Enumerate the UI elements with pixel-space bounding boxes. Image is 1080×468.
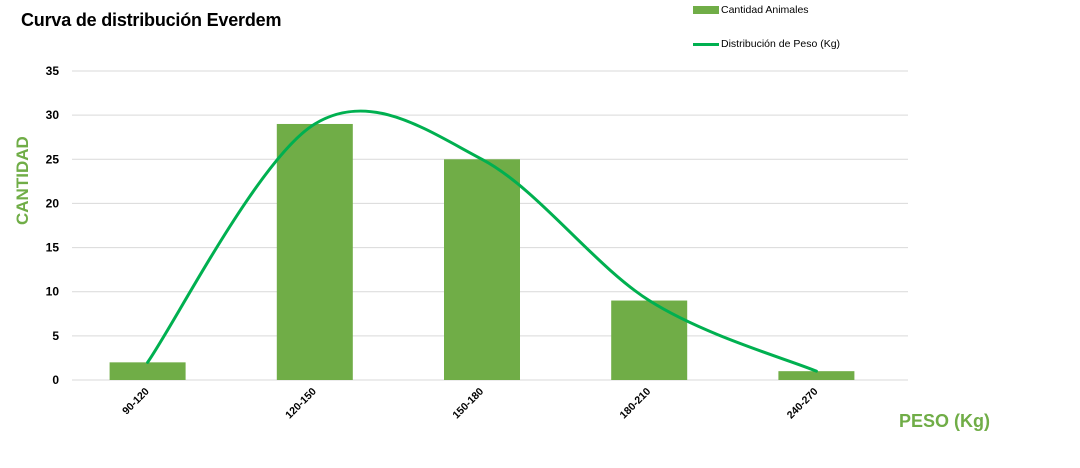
x-axis-title: PESO (Kg) bbox=[899, 411, 991, 431]
legend-label-bars: Cantidad Animales bbox=[721, 4, 809, 16]
bar-swatch-icon bbox=[693, 6, 719, 14]
svg-text:15: 15 bbox=[46, 241, 60, 255]
svg-text:5: 5 bbox=[52, 329, 59, 343]
y-axis-ticks: 0 5 10 15 20 25 30 35 bbox=[46, 64, 60, 387]
bar-series bbox=[109, 123, 855, 380]
bar bbox=[276, 123, 353, 380]
x-axis-ticks: 90-120 120-150 150-180 180-210 240-270 bbox=[120, 386, 821, 422]
svg-text:35: 35 bbox=[46, 64, 60, 78]
bar bbox=[778, 371, 855, 380]
svg-text:90-120: 90-120 bbox=[120, 386, 152, 418]
svg-text:30: 30 bbox=[46, 108, 60, 122]
bar bbox=[611, 300, 688, 380]
svg-text:180-210: 180-210 bbox=[618, 386, 654, 422]
chart-title: Curva de distribución Everdem bbox=[21, 10, 282, 30]
svg-text:25: 25 bbox=[46, 152, 60, 166]
distribution-curve bbox=[146, 109, 818, 373]
line-swatch-icon bbox=[693, 42, 719, 46]
legend-item-bars: Cantidad Animales bbox=[693, 4, 809, 16]
legend-item-line: Distribución de Peso (Kg) bbox=[693, 38, 840, 50]
svg-text:0: 0 bbox=[52, 373, 59, 387]
bar bbox=[109, 362, 186, 380]
svg-text:20: 20 bbox=[46, 196, 60, 210]
svg-text:10: 10 bbox=[46, 285, 60, 299]
svg-text:240-270: 240-270 bbox=[785, 386, 821, 422]
svg-text:150-180: 150-180 bbox=[450, 386, 486, 422]
svg-text:120-150: 120-150 bbox=[283, 386, 319, 422]
bar bbox=[444, 159, 520, 380]
legend-label-line: Distribución de Peso (Kg) bbox=[721, 38, 841, 50]
